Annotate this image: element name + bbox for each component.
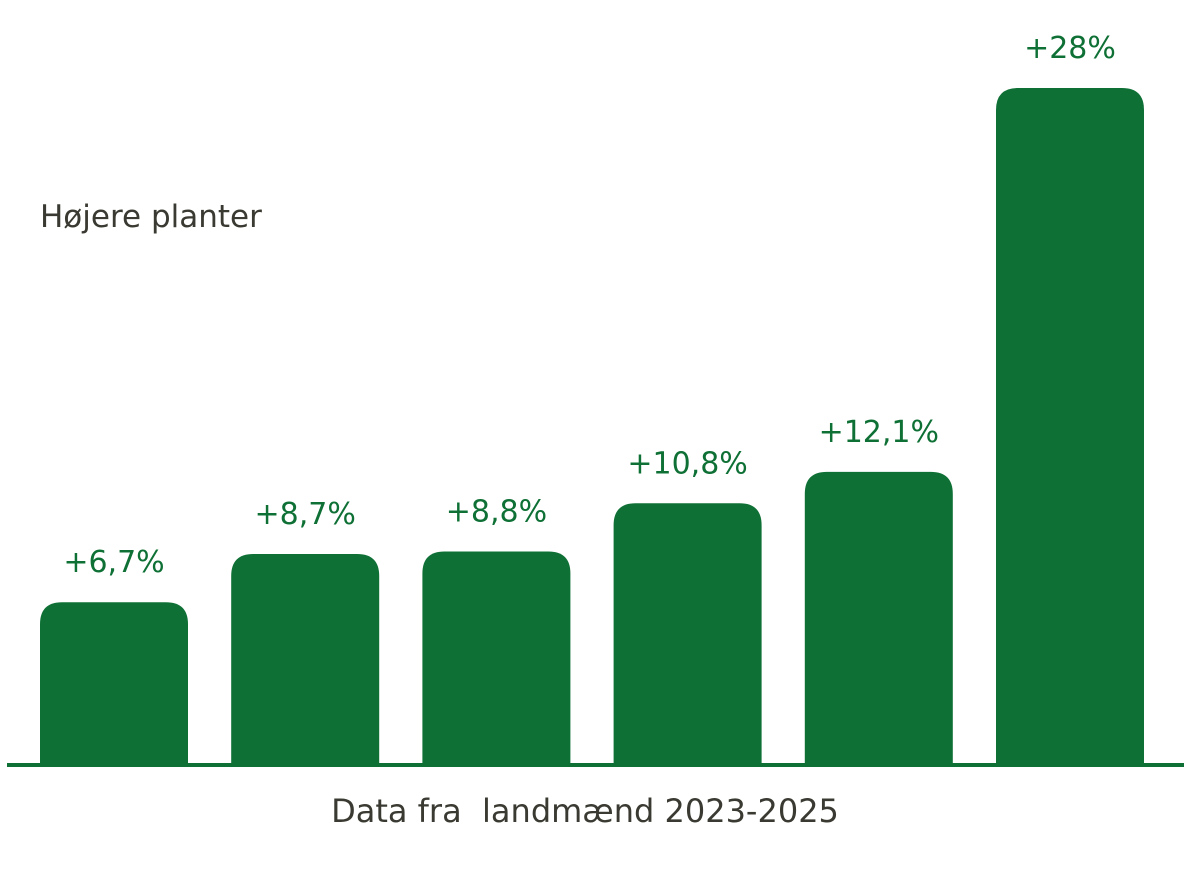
bar-1 [40, 602, 188, 764]
bar-3 [422, 551, 571, 764]
bar-2 [231, 553, 380, 764]
value-labels-group: +6,7% +8,7% +8,8% +10,8% +12,1% +28% [63, 31, 1116, 580]
value-label-4: +10,8% [627, 446, 747, 481]
value-label-3: +8,8% [446, 495, 547, 530]
bar-4 [613, 503, 762, 764]
value-label-2: +8,7% [255, 497, 356, 532]
bar-5 [804, 471, 953, 764]
bars-group [40, 88, 1144, 764]
x-axis-label: Data fra landmænd 2023-2025 [331, 792, 839, 830]
value-label-1: +6,7% [63, 545, 164, 580]
value-label-6: +28% [1024, 31, 1116, 66]
value-label-5: +12,1% [819, 415, 939, 450]
bar-6 [996, 88, 1144, 764]
chart-title: Højere planter [40, 199, 262, 235]
